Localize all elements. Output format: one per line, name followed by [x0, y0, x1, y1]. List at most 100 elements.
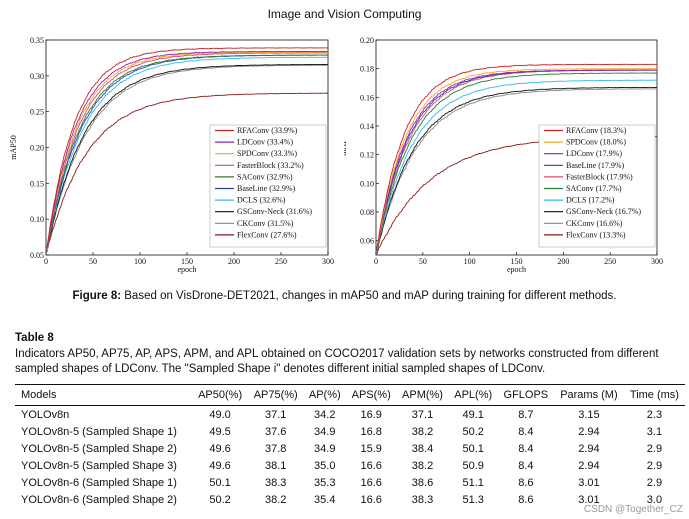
cell-gflops: 8.7 — [518, 408, 534, 421]
cell-apm: 38.2 — [411, 425, 434, 438]
legend-label: FasterBlock (33.2%) — [237, 161, 304, 170]
cell-ap: 34.2 — [314, 408, 336, 421]
cell-model: YOLOv8n — [21, 408, 70, 421]
cell-ap50: 49.5 — [209, 425, 231, 438]
cell-params: 2.94 — [578, 459, 600, 472]
legend-label: LDConv (33.4%) — [237, 138, 293, 147]
y-tick-label: 0.20 — [30, 144, 44, 153]
y-tick-label: 0.12 — [360, 151, 374, 160]
cell-params: 3.01 — [578, 476, 600, 489]
cell-time: 3.0 — [646, 493, 663, 506]
col-ap75: AP75(%) — [247, 384, 304, 406]
table-row: YOLOv8n-5 (Sampled Shape 3) 49.6 38.1 35.0 1… — [15, 457, 685, 474]
x-tick-label: 50 — [89, 257, 97, 266]
cell-apl: 51.3 — [462, 493, 484, 506]
series-line — [376, 79, 658, 251]
legend-box — [209, 124, 327, 248]
cell-aps: 16.6 — [360, 476, 382, 489]
cell-aps: 16.9 — [360, 408, 382, 421]
mAP50-chart: 0 50 100 150 200 250 300 0.05 0.10 0.15 0.20 0.25 0.… — [9, 36, 334, 274]
legend-label: RFAConv (33.9%) — [237, 126, 298, 135]
x-tick-label: 150 — [511, 257, 523, 266]
cell-ap50: 49.6 — [209, 459, 231, 472]
legend-label: BaseLine (17.9%) — [566, 161, 625, 170]
cell-ap: 34.9 — [314, 425, 336, 438]
cell-time: 2.9 — [646, 476, 663, 489]
x-tick-label: 300 — [322, 257, 334, 266]
table-label: Table 8 — [15, 332, 54, 344]
cell-ap50: 49.6 — [209, 442, 231, 455]
x-tick-label: 300 — [651, 257, 663, 266]
table-row: YOLOv8n 49.0 37.1 34.2 16.9 37.1 49.1 8.7 3.15 2.… — [15, 406, 685, 424]
series-line — [376, 69, 658, 251]
series-line — [376, 68, 658, 249]
cell-apl: 51.1 — [462, 476, 484, 489]
cell-apl: 50.1 — [462, 442, 484, 455]
col-params: Params (M) — [553, 384, 624, 406]
legend-label: RFAConv (18.3%) — [566, 126, 627, 135]
cell-params: 2.94 — [578, 425, 600, 438]
cell-ap75: 37.1 — [264, 408, 287, 421]
cell-apl: 49.1 — [462, 408, 484, 421]
cell-ap: 35.0 — [314, 459, 336, 472]
legend-label: DCLS (32.6%) — [237, 196, 286, 205]
col-gflops: GFLOPS — [497, 384, 554, 406]
col-ap: AP(%) — [303, 384, 346, 406]
legend-box — [538, 124, 656, 248]
cell-time: 3.1 — [646, 425, 663, 438]
cell-apm: 38.6 — [411, 476, 434, 489]
cell-apm: 38.2 — [411, 459, 434, 472]
legend-label: GSConv-Neck (16.7%) — [566, 207, 641, 216]
series-line — [46, 56, 329, 250]
series-line — [376, 63, 658, 248]
cell-params: 3.15 — [578, 408, 600, 421]
cell-ap50: 50.2 — [209, 493, 231, 506]
journal-header: Image and Vision Computing — [267, 7, 422, 21]
cell-model: YOLOv8n-5 (Sampled Shape 3) — [21, 459, 177, 472]
legend-label: SAConv (17.7%) — [566, 184, 622, 193]
table-header-row: Models AP50(%) AP75(%) AP(%) APS(%) APM(… — [15, 384, 685, 406]
cell-gflops: 8.6 — [518, 476, 534, 489]
cell-ap75: 37.6 — [264, 425, 287, 438]
table-row: YOLOv8n-6 (Sampled Shape 1) 50.1 38.3 35.3 1… — [15, 474, 685, 491]
cell-apl: 50.2 — [462, 425, 484, 438]
y-tick-label: 0.06 — [360, 237, 374, 246]
x-tick-label: 200 — [557, 257, 569, 266]
legend-label: DCLS (17.2%) — [566, 196, 615, 205]
legend-label: GSConv-Neck (31.6%) — [237, 207, 312, 216]
cell-aps: 15.9 — [360, 442, 382, 455]
cell-model: YOLOv8n-6 (Sampled Shape 1) — [21, 476, 177, 489]
series-line — [46, 50, 329, 249]
cell-time: 2.3 — [646, 408, 663, 421]
legend-label: CKConv (31.5%) — [237, 219, 294, 228]
figure-caption-text: Based on VisDrone-DET2021, changes in mA… — [124, 290, 617, 302]
legend-label: SPDConv (33.3%) — [237, 149, 297, 158]
series-line — [46, 64, 328, 252]
cell-apm: 37.1 — [411, 408, 434, 421]
series-line — [46, 47, 329, 248]
legend-label: LDConv (17.9%) — [566, 149, 622, 158]
cell-apm: 38.4 — [411, 442, 434, 455]
cell-ap50: 50.1 — [209, 476, 231, 489]
x-tick-label: 0 — [44, 257, 48, 266]
series-line — [46, 92, 329, 253]
cell-gflops: 8.4 — [518, 442, 534, 455]
series-line — [376, 86, 658, 251]
table-row: YOLOv8n-5 (Sampled Shape 2) 49.6 37.8 34.9 1… — [15, 440, 685, 457]
cell-gflops: 8.4 — [518, 459, 534, 472]
series-line — [376, 72, 658, 251]
legend-label: CKConv (16.6%) — [566, 219, 623, 228]
x-tick-label: 50 — [419, 257, 427, 266]
series-line — [46, 54, 329, 250]
cell-model: YOLOv8n-5 (Sampled Shape 1) — [21, 425, 177, 438]
cell-aps: 16.8 — [360, 425, 382, 438]
figure-caption: Figure 8: Based on VisDrone-DET2021, cha… — [0, 290, 689, 302]
y-tick-label: 0.15 — [30, 179, 44, 188]
cell-aps: 16.6 — [360, 493, 382, 506]
cell-params: 3.01 — [578, 493, 600, 506]
y-tick-label: 0.20 — [360, 36, 374, 45]
x-tick-label: 100 — [464, 257, 476, 266]
series-line — [46, 52, 329, 250]
cell-apm: 38.3 — [411, 493, 434, 506]
y-tick-label: 0.10 — [30, 215, 44, 224]
